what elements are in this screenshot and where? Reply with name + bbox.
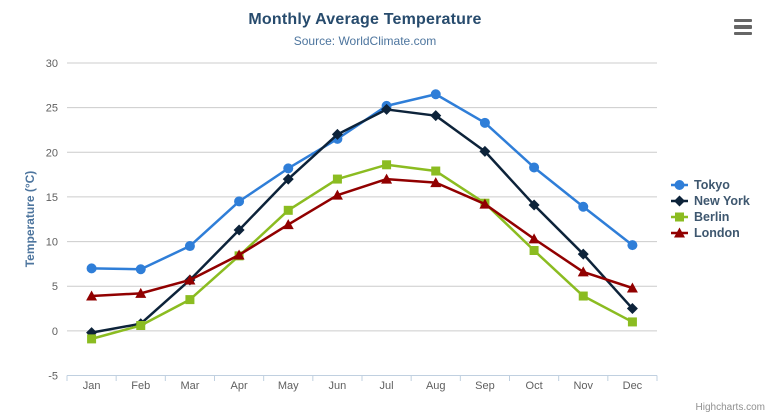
marker-new-york-oct[interactable] xyxy=(528,199,540,211)
hamburger-icon xyxy=(734,18,752,37)
legend-label-berlin: Berlin xyxy=(694,210,730,224)
marker-berlin-nov[interactable] xyxy=(578,291,588,301)
y-axis-title: Temperature (°C) xyxy=(23,170,37,268)
triangle-icon xyxy=(671,227,688,238)
legend-item-new-york[interactable]: New York xyxy=(671,193,750,209)
legend-marker-berlin xyxy=(675,212,684,222)
marker-new-york-jul[interactable] xyxy=(381,103,393,115)
x-tick-label-sep: Sep xyxy=(475,380,495,392)
y-tick-label-20: 20 xyxy=(46,147,58,159)
y-tick-label-30: 30 xyxy=(46,58,58,70)
marker-new-york-dec[interactable] xyxy=(626,303,638,315)
x-tick-label-mar: Mar xyxy=(180,380,199,392)
marker-berlin-may[interactable] xyxy=(283,205,293,215)
marker-berlin-jan[interactable] xyxy=(87,334,97,344)
marker-london-dec[interactable] xyxy=(626,282,638,293)
x-tick-label-jun: Jun xyxy=(329,380,347,392)
marker-tokyo-nov[interactable] xyxy=(578,201,589,212)
context-menu-button[interactable] xyxy=(731,17,755,37)
marker-new-york-jun[interactable] xyxy=(331,128,343,140)
marker-london-feb[interactable] xyxy=(135,287,147,298)
x-tick-label-jan: Jan xyxy=(83,380,101,392)
marker-london-may[interactable] xyxy=(282,219,294,230)
marker-london-oct[interactable] xyxy=(528,233,540,244)
marker-london-jan[interactable] xyxy=(86,290,98,301)
y-tick-label-15: 15 xyxy=(46,192,58,204)
marker-berlin-dec[interactable] xyxy=(627,317,637,327)
marker-tokyo-mar[interactable] xyxy=(184,241,195,252)
marker-london-jul[interactable] xyxy=(381,173,393,184)
series-line-london xyxy=(90,177,634,298)
legend-item-tokyo[interactable]: Tokyo xyxy=(671,177,750,193)
marker-berlin-jul[interactable] xyxy=(382,160,392,170)
marker-new-york-apr[interactable] xyxy=(233,224,245,236)
marker-new-york-may[interactable] xyxy=(282,173,294,185)
legend-marker-london xyxy=(674,227,685,238)
marker-london-sep[interactable] xyxy=(479,198,491,209)
x-tick-label-nov: Nov xyxy=(573,380,593,392)
x-tick-label-may: May xyxy=(278,380,299,392)
marker-tokyo-oct[interactable] xyxy=(529,162,540,173)
square-icon xyxy=(671,212,688,222)
legend-label-new-york: New York xyxy=(694,194,750,208)
circle-icon xyxy=(671,180,688,190)
y-tick-label-25: 25 xyxy=(46,103,58,115)
chart-title: Monthly Average Temperature xyxy=(248,11,482,28)
marker-tokyo-jan[interactable] xyxy=(86,263,97,274)
x-tick-label-apr: Apr xyxy=(231,380,248,392)
marker-new-york-aug[interactable] xyxy=(430,110,442,122)
legend-item-london[interactable]: London xyxy=(671,225,750,241)
y-tick-label-10: 10 xyxy=(46,237,58,249)
series-line-tokyo xyxy=(90,93,634,271)
marker-tokyo-sep[interactable] xyxy=(479,117,490,128)
series-line-new-york xyxy=(90,108,634,334)
marker-berlin-aug[interactable] xyxy=(431,166,441,176)
x-tick-label-feb: Feb xyxy=(131,380,150,392)
series-london xyxy=(86,173,638,301)
series-tokyo xyxy=(86,89,638,275)
marker-berlin-jun[interactable] xyxy=(332,174,342,184)
chart-subtitle: Source: WorldClimate.com xyxy=(293,34,437,48)
legend-label-london: London xyxy=(694,226,740,240)
marker-london-aug[interactable] xyxy=(430,177,442,188)
marker-tokyo-aug[interactable] xyxy=(430,89,441,100)
x-tick-label-jul: Jul xyxy=(380,380,394,392)
legend-marker-new-york xyxy=(674,195,685,207)
marker-tokyo-apr[interactable] xyxy=(234,196,245,207)
marker-berlin-feb[interactable] xyxy=(136,321,146,330)
marker-berlin-oct[interactable] xyxy=(529,246,539,255)
marker-london-mar[interactable] xyxy=(184,274,196,285)
marker-new-york-sep[interactable] xyxy=(479,145,491,157)
marker-london-nov[interactable] xyxy=(577,266,589,277)
credits-link[interactable]: Highcharts.com xyxy=(695,402,765,413)
marker-berlin-mar[interactable] xyxy=(185,295,195,305)
marker-london-apr[interactable] xyxy=(233,249,245,260)
y-tick-label-5: 5 xyxy=(52,281,58,293)
diamond-icon xyxy=(671,195,688,207)
series-line-berlin xyxy=(90,163,634,341)
marker-tokyo-dec[interactable] xyxy=(627,240,638,251)
legend: Tokyo New York Berlin London xyxy=(671,177,750,241)
marker-tokyo-feb[interactable] xyxy=(135,264,146,275)
marker-new-york-nov[interactable] xyxy=(577,248,589,260)
marker-london-jun[interactable] xyxy=(331,189,343,200)
legend-marker-tokyo xyxy=(674,180,685,190)
y-tick-label-0: 0 xyxy=(52,326,58,338)
x-tick-label-oct: Oct xyxy=(526,380,543,392)
x-tick-label-aug: Aug xyxy=(426,380,446,392)
y-tick-label--5: -5 xyxy=(48,371,58,383)
series-new-york xyxy=(86,103,638,339)
marker-tokyo-may[interactable] xyxy=(283,163,294,174)
legend-label-tokyo: Tokyo xyxy=(694,178,730,192)
legend-item-berlin[interactable]: Berlin xyxy=(671,209,750,225)
x-tick-label-dec: Dec xyxy=(623,380,643,392)
